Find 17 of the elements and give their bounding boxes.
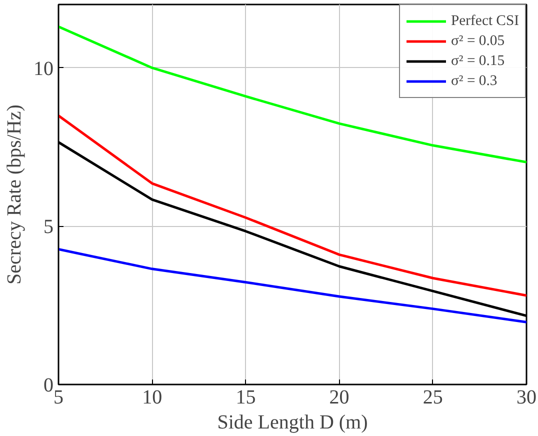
legend-label: σ² = 0.3	[451, 72, 498, 90]
legend-label: Perfect CSI	[451, 12, 519, 30]
y-tick-label: 10	[34, 58, 54, 80]
legend-label: σ² = 0.05	[451, 32, 505, 50]
x-tick-label: 10	[142, 386, 162, 408]
x-tick-label: 15	[236, 386, 256, 408]
y-axis-title: Secrecy Rate (bps/Hz)	[4, 104, 26, 284]
x-tick-label: 20	[329, 386, 350, 408]
y-tick-label: 0	[44, 374, 54, 396]
x-tick-label: 30	[516, 386, 536, 408]
line-series	[58, 114, 526, 297]
line-series	[58, 25, 526, 164]
line-series	[58, 248, 526, 324]
x-tick-label: 25	[422, 386, 443, 408]
x-axis-title: Side Length D (m)	[217, 412, 368, 434]
legend-label: σ² = 0.15	[451, 52, 505, 70]
y-tick-label: 5	[44, 216, 54, 238]
